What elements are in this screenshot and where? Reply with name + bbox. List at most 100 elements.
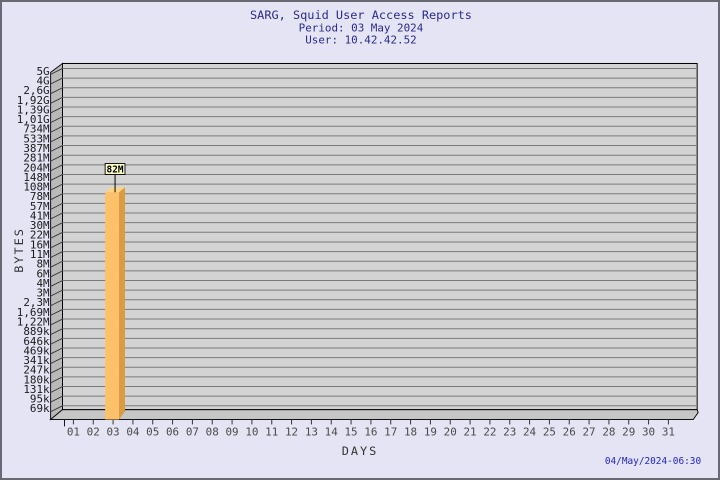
y-tick — [50, 212, 63, 220]
y-tick — [50, 125, 63, 133]
generated-timestamp: 04/May/2024-06:30 — [605, 456, 702, 467]
y-tick — [50, 231, 63, 239]
x-tick-label: 12 — [285, 425, 298, 438]
y-tick — [50, 337, 63, 345]
x-tick-label: 09 — [226, 425, 239, 438]
chart-subtitle-period: Period: 03 May 2024 — [299, 22, 424, 35]
y-tick — [50, 366, 63, 374]
y-tick — [50, 135, 63, 143]
chart-floor — [49, 409, 699, 420]
y-tick — [50, 87, 63, 95]
y-tick-label: 2,3M — [23, 296, 50, 309]
y-tick-label: 387M — [23, 142, 50, 155]
y-tick — [50, 77, 63, 85]
x-tick-label: 23 — [503, 425, 516, 438]
x-tick-label: 19 — [424, 425, 437, 438]
x-tick-label: 24 — [523, 425, 537, 438]
y-tick — [50, 174, 63, 181]
y-tick-label: 1,22M — [17, 316, 50, 329]
y-tick — [50, 395, 63, 403]
y-tick — [50, 328, 63, 336]
x-tick-label: 20 — [444, 425, 457, 438]
y-tick-label: 131k — [23, 383, 50, 396]
y-tick — [50, 154, 63, 162]
y-tick-label: 1,69M — [17, 306, 50, 319]
y-tick — [50, 193, 63, 201]
y-tick-label: 57M — [30, 200, 50, 213]
y-tick — [50, 68, 63, 75]
y-tick-label: 78M — [30, 190, 50, 203]
y-tick — [50, 241, 63, 249]
y-tick-label: 16M — [30, 238, 50, 251]
y-tick-label: 204M — [23, 161, 50, 174]
y-tick-label: 889k — [23, 325, 50, 338]
x-axis-labels: 01 02 03 04 05 06 07 08 09 10 11 12 13 14 15 16 17 18 19 20… — [67, 425, 675, 438]
y-tick-label: 469k — [23, 344, 50, 357]
y-tick-label: 148M — [23, 171, 50, 184]
y-tick — [50, 96, 63, 104]
bar-value-box — [104, 163, 126, 175]
y-tick — [50, 280, 63, 287]
x-tick-label: 16 — [364, 425, 377, 438]
chart-back-wall — [62, 62, 698, 411]
y-tick-label: 8M — [36, 258, 50, 271]
y-tick-label: 69k — [30, 402, 50, 415]
y-tick — [50, 202, 63, 210]
y-tick — [50, 289, 63, 297]
x-tick-label: 03 — [107, 425, 120, 438]
y-tick-label: 95k — [30, 393, 50, 406]
y-tick — [50, 270, 63, 278]
y-tick — [50, 386, 63, 393]
y-tick — [50, 347, 63, 355]
x-tick-label: 05 — [146, 425, 159, 438]
y-tick-label: 281M — [23, 152, 50, 165]
y-tick-label: 22M — [30, 229, 50, 242]
y-tick-label: 1,92G — [17, 94, 50, 107]
y-tick-label: 3M — [36, 287, 50, 300]
y-tick-label: 180k — [23, 373, 50, 386]
x-tick-label: 28 — [602, 425, 615, 438]
y-tick-label: 533M — [23, 132, 50, 145]
y-tick-label: 5G — [36, 65, 49, 78]
y-tick-label: 4M — [36, 277, 50, 290]
x-tick-label: 01 — [67, 425, 80, 438]
y-tick — [50, 318, 63, 326]
bar — [105, 192, 120, 420]
y-tick — [50, 299, 63, 307]
y-tick — [50, 260, 63, 268]
y-tick — [50, 106, 63, 114]
x-tick-label: 04 — [126, 425, 140, 438]
x-tick-label: 02 — [87, 425, 100, 438]
y-tick-label: 341k — [23, 354, 50, 367]
y-tick-label: 11M — [30, 248, 50, 261]
y-tick-label: 247k — [23, 364, 50, 377]
y-axis-labels: 5G4G2,6G1,92G1,39G1,01G734M533M387M281M2… — [17, 65, 50, 415]
x-tick-label: 15 — [345, 425, 358, 438]
y-tick — [50, 405, 63, 413]
y-tick — [50, 183, 63, 191]
x-tick-label: 07 — [186, 425, 199, 438]
x-tick-label: 30 — [642, 425, 655, 438]
x-tick-label: 06 — [166, 425, 179, 438]
chart-left-wall — [50, 62, 63, 421]
y-tick — [50, 145, 63, 152]
x-axis-ticks — [63, 419, 669, 427]
y-tick-label: 646k — [23, 335, 50, 348]
x-tick-label: 21 — [464, 425, 477, 438]
x-tick-label: 17 — [384, 425, 397, 438]
y-tick — [50, 222, 63, 230]
y-tick-label: 6M — [36, 267, 50, 280]
y-tick — [50, 251, 63, 258]
x-tick-label: 25 — [543, 425, 556, 438]
x-tick-label: 29 — [622, 425, 635, 438]
x-tick-label: 22 — [483, 425, 496, 438]
y-tick — [50, 116, 63, 123]
chart-subtitle-user: User: 10.42.42.52 — [305, 34, 416, 47]
y-tick — [50, 164, 63, 172]
y-tick — [50, 376, 63, 384]
x-tick-label: 18 — [404, 425, 417, 438]
y-axis-ticks — [50, 68, 63, 413]
bar-value-label: 82M — [107, 164, 124, 175]
